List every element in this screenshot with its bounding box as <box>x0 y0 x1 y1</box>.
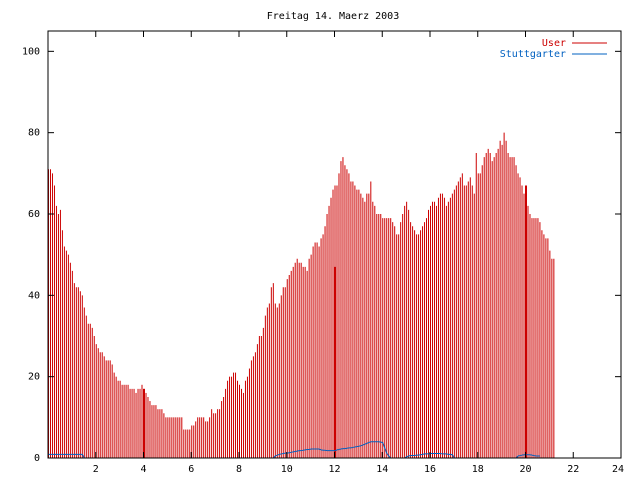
x-tick-label: 4 <box>140 464 146 475</box>
x-tick-label: 2 <box>93 464 99 475</box>
y-tick-label: 100 <box>22 46 40 57</box>
y-tick-label: 40 <box>28 290 40 301</box>
x-tick-label: 14 <box>376 464 388 475</box>
user-series-bars <box>48 132 555 458</box>
legend-label-user: User <box>542 38 566 49</box>
y-tick-label: 80 <box>28 128 40 139</box>
x-tick-label: 8 <box>236 464 242 475</box>
x-tick-label: 20 <box>519 464 531 475</box>
x-tick-label: 24 <box>612 464 624 475</box>
x-axis-ticks: 2 4 6 8 10 12 14 16 18 20 22 24 <box>93 31 624 475</box>
legend-label-stuttgarter: Stuttgarter <box>500 49 566 60</box>
y-tick-label: 20 <box>28 372 40 383</box>
x-tick-label: 18 <box>472 464 484 475</box>
y-tick-label: 0 <box>34 453 40 464</box>
y-tick-label: 60 <box>28 209 40 220</box>
x-tick-label: 22 <box>567 464 579 475</box>
x-tick-label: 12 <box>328 464 340 475</box>
y-axis-ticks: 0 20 40 60 80 100 <box>22 46 621 464</box>
x-tick-label: 16 <box>424 464 436 475</box>
x-tick-label: 6 <box>188 464 194 475</box>
chart-title: Freitag 14. Maerz 2003 <box>267 11 399 22</box>
chart-legend: User Stuttgarter <box>500 38 607 60</box>
x-tick-label: 10 <box>281 464 293 475</box>
